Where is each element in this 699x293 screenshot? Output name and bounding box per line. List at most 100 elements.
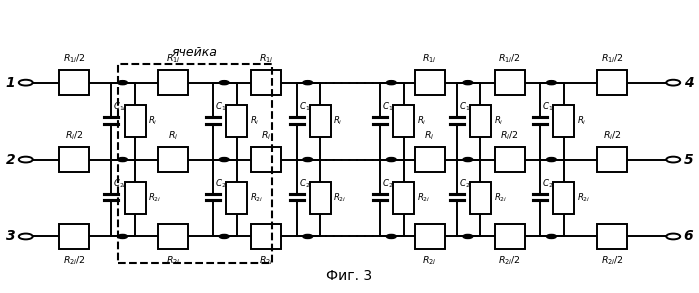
Text: 2: 2 (6, 153, 15, 166)
Text: $R_{1i}$: $R_{1i}$ (166, 52, 180, 65)
Bar (159, 70, 188, 96)
Text: ячейка: ячейка (172, 46, 218, 59)
Text: $R_{2i}$: $R_{2i}$ (148, 192, 161, 204)
Text: 1: 1 (6, 76, 15, 90)
Text: $C_{2i}$: $C_{2i}$ (113, 177, 127, 190)
Bar (598, 147, 627, 172)
Text: $R_{i}$: $R_{i}$ (424, 129, 435, 142)
Circle shape (547, 81, 556, 85)
Text: $C_{1i}$: $C_{1i}$ (382, 100, 396, 113)
Circle shape (117, 81, 127, 85)
Circle shape (547, 158, 556, 162)
Bar (159, 147, 188, 172)
Bar (226, 182, 247, 214)
Text: $R_{i}$: $R_{i}$ (261, 129, 271, 142)
Circle shape (666, 234, 680, 239)
Circle shape (463, 234, 473, 239)
Bar (251, 147, 281, 172)
Bar (598, 224, 627, 249)
Bar (124, 105, 145, 137)
Text: 3: 3 (6, 229, 15, 243)
Text: $R_{1i}/2$: $R_{1i}/2$ (498, 52, 521, 65)
Bar (495, 147, 525, 172)
Text: $R_{2i}$: $R_{2i}$ (417, 192, 431, 204)
Text: 6: 6 (684, 229, 693, 243)
Text: $R_{2i}/2$: $R_{2i}/2$ (601, 254, 624, 267)
Text: $R_{i}$: $R_{i}$ (148, 115, 158, 127)
Text: $R_{1i}$: $R_{1i}$ (259, 52, 273, 65)
Circle shape (303, 234, 312, 239)
Circle shape (219, 81, 229, 85)
Bar (394, 105, 415, 137)
Text: $C_{1i}$: $C_{1i}$ (215, 100, 229, 113)
Circle shape (463, 158, 473, 162)
Bar (394, 182, 415, 214)
Bar (124, 182, 145, 214)
Bar (415, 70, 445, 96)
Bar (59, 147, 89, 172)
Circle shape (547, 234, 556, 239)
Bar (554, 182, 575, 214)
Circle shape (666, 157, 680, 162)
Text: $R_{2i}$: $R_{2i}$ (577, 192, 591, 204)
Text: $R_{2i}$: $R_{2i}$ (422, 254, 437, 267)
Text: $R_{2i}$: $R_{2i}$ (259, 254, 273, 267)
Circle shape (117, 234, 127, 239)
Text: $R_{2i}$: $R_{2i}$ (250, 192, 264, 204)
Text: $R_{2i}/2$: $R_{2i}/2$ (498, 254, 521, 267)
Bar (415, 147, 445, 172)
Text: 5: 5 (684, 153, 693, 166)
Text: $C_{1i}$: $C_{1i}$ (542, 100, 556, 113)
Text: $R_{i}/2$: $R_{i}/2$ (65, 129, 83, 142)
Text: $C_{2i}$: $C_{2i}$ (459, 177, 473, 190)
Circle shape (19, 234, 33, 239)
Bar (118, 64, 271, 263)
Bar (495, 224, 525, 249)
Circle shape (463, 81, 473, 85)
Bar (251, 224, 281, 249)
Text: 4: 4 (684, 76, 693, 90)
Text: $C_{2i}$: $C_{2i}$ (298, 177, 312, 190)
Text: $C_{2i}$: $C_{2i}$ (542, 177, 556, 190)
Circle shape (387, 234, 396, 239)
Circle shape (387, 158, 396, 162)
Text: $C_{1i}$: $C_{1i}$ (459, 100, 473, 113)
Bar (251, 70, 281, 96)
Circle shape (19, 80, 33, 86)
Text: Фиг. 3: Фиг. 3 (326, 269, 373, 283)
Bar (598, 70, 627, 96)
Circle shape (19, 157, 33, 162)
Circle shape (117, 158, 127, 162)
Bar (310, 182, 331, 214)
Circle shape (219, 158, 229, 162)
Circle shape (387, 81, 396, 85)
Circle shape (303, 81, 312, 85)
Text: $R_{1i}$: $R_{1i}$ (422, 52, 437, 65)
Bar (495, 70, 525, 96)
Text: $C_{2i}$: $C_{2i}$ (215, 177, 229, 190)
Text: $R_{2i}$: $R_{2i}$ (493, 192, 507, 204)
Text: $R_{i}$: $R_{i}$ (250, 115, 259, 127)
Text: $R_{1i}/2$: $R_{1i}/2$ (63, 52, 85, 65)
Text: $R_{2i}$: $R_{2i}$ (166, 254, 180, 267)
Text: $R_{i}/2$: $R_{i}/2$ (500, 129, 519, 142)
Text: $R_{i}$: $R_{i}$ (333, 115, 343, 127)
Text: $R_{2i}$: $R_{2i}$ (333, 192, 347, 204)
Circle shape (303, 158, 312, 162)
Circle shape (666, 80, 680, 86)
Bar (59, 70, 89, 96)
Bar (310, 105, 331, 137)
Text: $R_{2i}/2$: $R_{2i}/2$ (63, 254, 85, 267)
Text: $C_{2i}$: $C_{2i}$ (382, 177, 396, 190)
Text: $R_{i}$: $R_{i}$ (417, 115, 426, 127)
Text: $R_{i}$: $R_{i}$ (493, 115, 503, 127)
Bar (470, 182, 491, 214)
Bar (470, 105, 491, 137)
Bar (554, 105, 575, 137)
Circle shape (219, 234, 229, 239)
Text: $R_{i}/2$: $R_{i}/2$ (603, 129, 621, 142)
Text: $R_{i}$: $R_{i}$ (168, 129, 178, 142)
Text: $R_{1i}/2$: $R_{1i}/2$ (601, 52, 624, 65)
Bar (159, 224, 188, 249)
Text: $R_{i}$: $R_{i}$ (577, 115, 586, 127)
